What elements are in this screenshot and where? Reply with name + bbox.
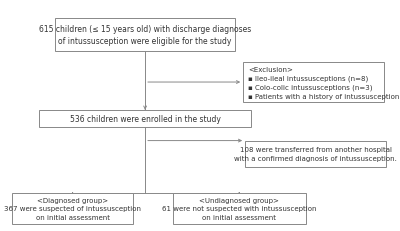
Text: 108 were transferred from another hospital
with a confirmed diagnosis of intussu: 108 were transferred from another hospit… xyxy=(234,147,397,161)
Text: <Exclusion>
▪ Ileo-ileal intussusceptions (n=8)
▪ Colo-colic intussusceptions (n: <Exclusion> ▪ Ileo-ileal intussusception… xyxy=(248,66,400,99)
FancyBboxPatch shape xyxy=(55,19,235,52)
Text: 615 children (≤ 15 years old) with discharge diagnoses
of intussusception were e: 615 children (≤ 15 years old) with disch… xyxy=(39,24,251,46)
FancyBboxPatch shape xyxy=(243,63,384,103)
Text: 536 children were enrolled in the study: 536 children were enrolled in the study xyxy=(70,114,220,123)
FancyBboxPatch shape xyxy=(39,110,251,127)
FancyBboxPatch shape xyxy=(245,141,386,167)
FancyBboxPatch shape xyxy=(12,193,133,224)
FancyBboxPatch shape xyxy=(172,193,306,224)
Text: <Undiagnosed group>
61 were not suspected with intussusception
on initial assess: <Undiagnosed group> 61 were not suspecte… xyxy=(162,197,316,220)
Text: <Diagnosed group>
367 were suspected of intussusception
on initial assessment: <Diagnosed group> 367 were suspected of … xyxy=(4,197,141,220)
